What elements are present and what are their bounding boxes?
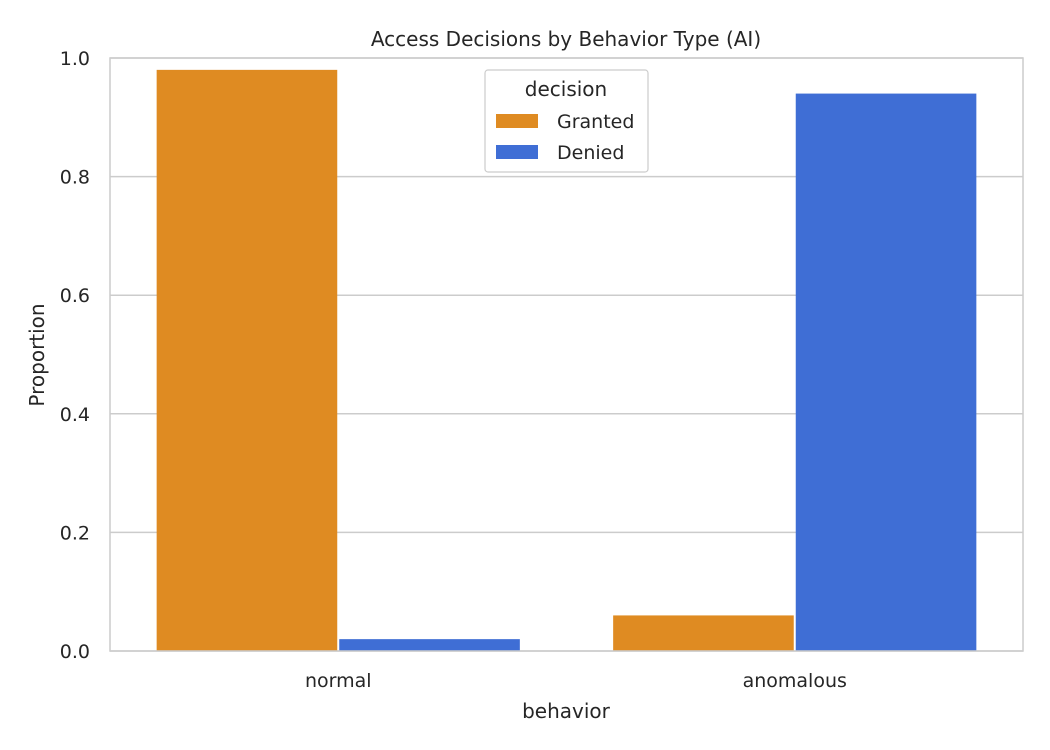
legend: decision Granted Denied xyxy=(484,69,649,173)
chart-title: Access Decisions by Behavior Type (AI) xyxy=(371,27,761,51)
y-axis-label: Proportion xyxy=(25,303,49,406)
x-tick-label-anomalous: anomalous xyxy=(743,670,847,692)
y-tick-label: 0.6 xyxy=(60,285,90,307)
plot-frame xyxy=(109,57,1024,652)
y-tick-label: 0.0 xyxy=(60,641,90,663)
x-tick-label-normal: normal xyxy=(305,670,372,692)
legend-swatch-granted xyxy=(496,114,538,128)
bar-granted-anomalous xyxy=(613,615,794,651)
bars xyxy=(156,69,977,652)
y-tick-label: 0.2 xyxy=(60,522,90,544)
y-tick-label: 0.4 xyxy=(60,404,90,426)
y-tick-labels: 0.0 0.2 0.4 0.6 0.8 1.0 xyxy=(60,48,90,663)
legend-label-granted: Granted xyxy=(557,111,634,133)
legend-swatch-denied xyxy=(496,145,538,159)
bar-denied-anomalous xyxy=(795,93,977,651)
y-tick-label: 1.0 xyxy=(60,48,90,70)
bar-denied-normal xyxy=(339,639,520,651)
legend-title: decision xyxy=(525,77,607,101)
bar-granted-normal xyxy=(156,69,338,652)
legend-label-denied: Denied xyxy=(557,142,624,164)
y-tick-label: 0.8 xyxy=(60,167,90,189)
x-axis-label: behavior xyxy=(522,699,611,723)
x-tick-labels: normal anomalous xyxy=(305,670,847,692)
